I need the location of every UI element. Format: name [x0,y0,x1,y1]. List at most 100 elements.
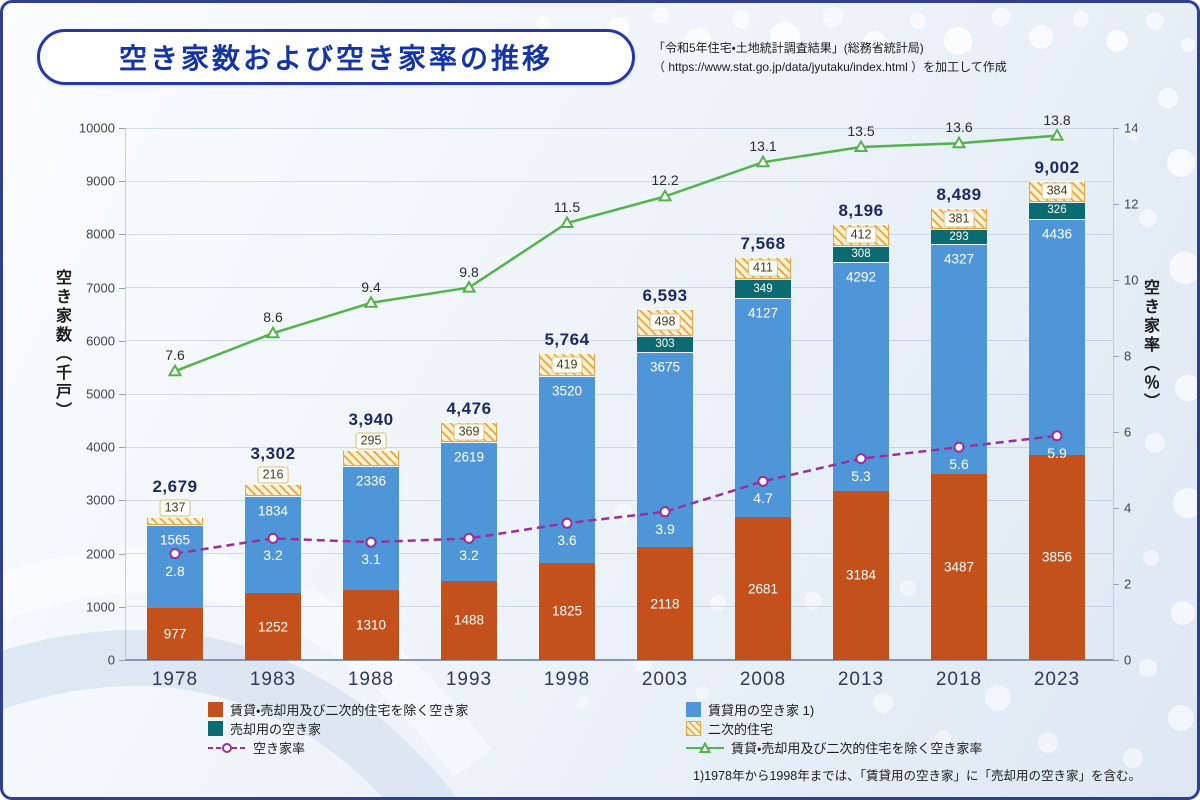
bar-value-other: 1488 [453,612,485,628]
right-axis-tick [1113,432,1119,433]
left-axis-tick [119,287,125,289]
bar-value-sale: 293 [949,230,969,243]
bar-value-other: 1825 [551,603,583,619]
left-axis-tick-label: 8000 [86,226,115,242]
bar-value-other: 2118 [650,596,680,612]
total-label: 8,489 [936,185,982,205]
bar-value-other: 3184 [845,567,877,583]
x-axis-label: 2023 [1033,669,1081,690]
bar-value-rental: 3520 [551,383,583,399]
x-axis-label: 1988 [347,669,395,690]
total-label: 9,002 [1034,158,1080,178]
left-axis-tick [119,606,125,608]
bar-segment-1 [1029,218,1085,455]
total-label: 5,764 [544,330,590,350]
legend-item: 賃貸用の空き家 1) [686,702,982,718]
bar-value-other: 977 [163,626,187,642]
bar-value-other: 1310 [355,617,387,633]
legend-swatch-icon [208,721,223,736]
right-axis-tick-label: 8 [1124,348,1132,364]
bar-segment-1 [735,297,791,518]
rate-label: 8.6 [263,309,283,326]
legend-column-1: 賃貸・売却用及び二次的住宅を除く空き家 売却用の空き家 空き家率 [208,702,469,756]
bar-value-secondary: 411 [748,259,778,277]
legend-label: 賃貸用の空き家 1) [708,703,815,718]
right-axis-title: 空き家率（％） [1141,279,1158,412]
rate-label: 5.9 [1047,444,1067,461]
legend-column-2: 賃貸用の空き家 1) 二次的住宅賃貸・売却用及び二次的住宅を除く空き家率 [686,702,983,756]
chart-plot-area: 0 1000 2000 3000 4000 5000 6000 7000 8000 9000 100… [3,3,1197,797]
left-axis-tick-label: 4000 [86,439,115,455]
left-axis-tick-label: 9000 [86,173,115,189]
left-axis-tick [119,500,125,502]
bar-value-other: 1252 [257,619,289,635]
footnote: 1)1978年から1998年までは、「賃貸用の空き家」に「売却用の空き家」を含む… [693,769,1141,783]
rate-label: 5.3 [851,467,871,484]
bar-value-secondary: 216 [257,466,289,484]
legend-label: 空き家率 [253,741,306,756]
x-axis-label: 2018 [935,669,983,690]
rate-label: 3.1 [361,551,381,568]
legend-item: 賃貸・売却用及び二次的住宅を除く空き家率 [686,740,983,756]
legend-line-marker-icon [208,742,246,754]
right-axis-tick-label: 10 [1124,272,1139,288]
bar-value-sale: 308 [851,248,871,261]
rate-label: 3.6 [557,532,577,549]
bar-value-rental: 4292 [845,269,877,285]
left-axis-title: 空き家数（千戸） [53,269,70,421]
gridline [125,180,1113,182]
left-axis-tick [119,181,125,183]
x-axis-label: 2003 [641,669,689,690]
bar-value-secondary: 137 [159,499,191,517]
bar-value-rental: 4436 [1041,226,1073,242]
bar-segment-1 [833,262,889,491]
right-axis-tick-label: 0 [1124,652,1132,668]
total-label: 4,476 [446,398,492,418]
left-axis-tick-label: 5000 [86,386,115,402]
bar-segment-0 [539,562,595,660]
bar-value-secondary: 419 [551,356,583,373]
rate-label: 3.2 [459,547,479,564]
gridline [125,393,1113,395]
left-axis-tick [119,128,125,129]
bar-value-sale: 303 [655,337,675,350]
left-axis-tick [119,553,125,555]
rate-label: 13.6 [945,119,973,136]
legend-label: 二次的住宅 [708,722,774,737]
right-axis-tick [1113,508,1119,509]
gridline [125,659,1113,661]
bar-value-secondary: 412 [845,226,877,244]
rate-label: 9.8 [459,263,479,280]
total-label: 3,302 [250,444,296,464]
legend-swatch-icon [686,702,701,717]
bar-segment-0 [441,580,497,660]
right-axis-tick-label: 12 [1124,196,1139,212]
left-axis-tick [119,447,125,449]
x-axis-label: 2013 [837,669,885,690]
legend-item: 空き家率 [208,740,468,756]
left-axis-line [125,128,126,660]
rate-label: 4.7 [753,490,773,507]
rate-label: 11.5 [553,199,581,215]
left-axis-tick-label: 3000 [86,492,115,508]
legend-label: 賃貸・売却用及び二次的住宅を除く空き家 [230,703,469,718]
rate-label: 12.2 [651,172,679,189]
bar-value-rental: 4327 [943,251,975,267]
bar-value-rental: 3675 [649,359,681,375]
right-axis-tick [1113,584,1119,585]
legend-label: 賃貸・売却用及び二次的住宅を除く空き家率 [731,741,983,756]
rate-label: 5.6 [949,456,969,473]
x-axis-label: 1983 [249,669,297,690]
rate-label: 13.1 [749,138,777,155]
left-axis-tick-label: 10000 [78,120,115,136]
bar-value-rental: 2619 [453,449,485,464]
legend-item: 賃貸・売却用及び二次的住宅を除く空き家 [208,702,469,718]
total-label: 6,593 [642,286,688,306]
left-axis-tick-label: 7000 [86,280,115,296]
right-axis-tick-label: 14 [1124,120,1139,136]
right-axis-tick [1113,128,1119,129]
right-axis-tick-label: 2 [1124,576,1132,592]
left-axis-tick [119,394,125,395]
bar-value-secondary: 384 [1041,182,1073,200]
